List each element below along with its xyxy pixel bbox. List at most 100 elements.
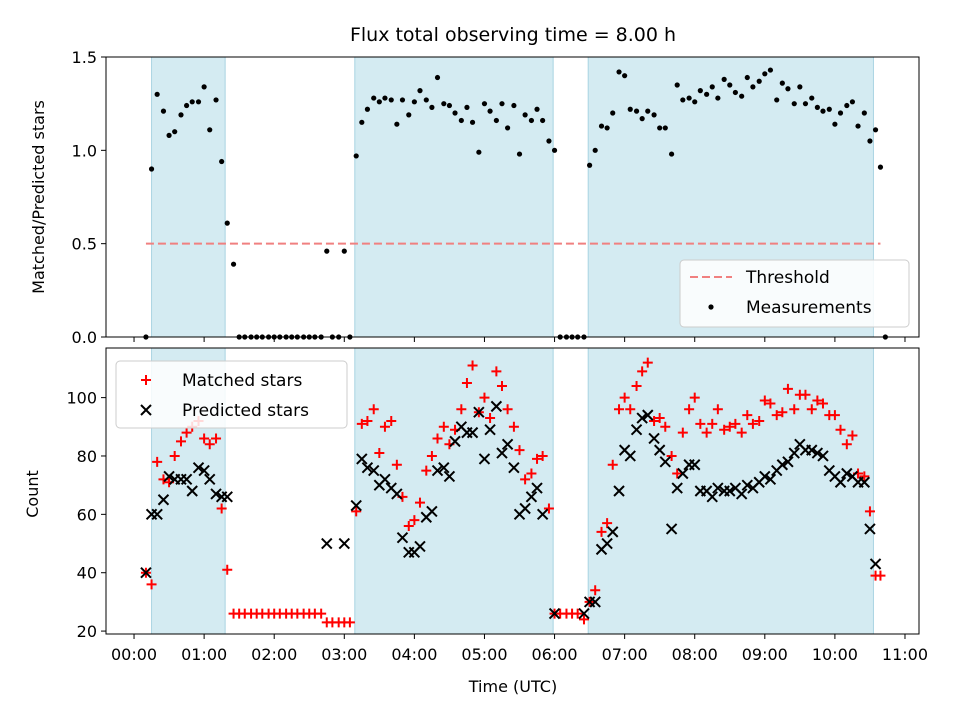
x-tick-label: 01:00 <box>181 645 227 664</box>
predicted-star-point <box>204 473 216 486</box>
matched-star-point <box>812 395 823 406</box>
predicted-star-point <box>578 607 590 620</box>
matched-star-point <box>765 398 776 409</box>
legend-threshold-label: Threshold <box>745 268 830 288</box>
legend-predicted-label: Predicted stars <box>182 401 309 421</box>
measurement-point <box>774 97 780 103</box>
predicted-star-point <box>653 444 666 456</box>
matched-star-point <box>771 410 782 421</box>
legend-measurement-swatch <box>708 304 714 310</box>
measurement-point <box>283 334 289 340</box>
measurement-point <box>826 106 832 112</box>
measurement-point <box>697 88 703 94</box>
matched-star-point <box>386 415 397 426</box>
predicted-star-point <box>864 523 876 535</box>
measurement-point <box>610 110 616 116</box>
x-tick-label: 03:00 <box>321 645 367 664</box>
matched-star-point <box>754 415 765 426</box>
measurement-point <box>376 99 382 105</box>
measurement-point <box>662 125 668 131</box>
predicted-star-point <box>414 540 426 553</box>
measurement-point <box>266 334 272 340</box>
measurement-point <box>581 334 587 340</box>
matched-star-point <box>782 383 793 394</box>
measurement-point <box>172 129 178 135</box>
measurement-point <box>802 101 809 107</box>
matched-star-point <box>684 404 695 415</box>
predicted-star-point <box>490 400 503 413</box>
matched-star-point <box>403 521 414 532</box>
measurement-point <box>336 334 342 340</box>
matched-star-point <box>631 380 642 391</box>
predicted-star-point <box>788 447 800 459</box>
predicted-star-point <box>449 435 461 448</box>
legend-matched-label: Matched stars <box>182 371 302 391</box>
legend-box <box>679 259 910 328</box>
matched-star-point <box>619 392 630 403</box>
measurement-point <box>429 104 435 110</box>
matched-star-point <box>649 415 660 426</box>
legend-box <box>115 360 348 429</box>
measurement-point <box>575 334 581 340</box>
predicted-star-point <box>671 482 683 494</box>
predicted-star-point <box>180 473 193 486</box>
predicted-star-point <box>782 456 794 468</box>
measurement-point <box>767 67 774 73</box>
measurement-point <box>230 261 237 267</box>
predicted-star-point <box>630 424 643 436</box>
matched-star-point <box>695 418 706 429</box>
matched-star-point <box>777 407 788 418</box>
predicted-star-point <box>396 531 409 544</box>
predicted-star-point <box>759 470 771 483</box>
matched-star-point <box>578 614 589 625</box>
y-tick-label: 1.5 <box>72 48 97 67</box>
measurement-point <box>832 121 838 127</box>
matched-star-point <box>707 418 718 429</box>
top-y-axis-title: Matched/Predicted stars <box>29 100 48 294</box>
y-tick-label: 0.0 <box>72 328 97 347</box>
measurement-point <box>476 149 482 155</box>
matched-star-point <box>864 506 875 517</box>
measurement-point <box>312 334 318 340</box>
measurement-point <box>423 97 429 103</box>
predicted-star-point <box>636 412 648 424</box>
x-tick-label: 04:00 <box>391 645 437 664</box>
measurement-point <box>487 108 493 114</box>
bottom-panel: 20 40 60 80 100 00:00 01:00 02:00 03:00 04:00 05:0… <box>66 347 928 664</box>
predicted-star-point <box>607 526 619 538</box>
measurement-point <box>347 334 353 340</box>
matched-star-point <box>677 427 688 438</box>
measurement-point <box>534 106 540 112</box>
y-tick-label: 100 <box>66 389 97 408</box>
measurement-point <box>855 123 861 129</box>
predicted-star-point <box>508 461 520 474</box>
measurement-point <box>739 93 745 99</box>
measurement-point <box>680 97 686 103</box>
matched-star-point <box>456 404 467 415</box>
matched-star-point <box>520 474 531 485</box>
matched-star-point <box>344 617 355 628</box>
matched-star-point <box>789 404 800 415</box>
measurement-point <box>882 334 888 340</box>
measurement-point <box>143 334 149 340</box>
matched-star-point <box>426 450 437 461</box>
measurement-point <box>756 78 762 84</box>
matched-star-point <box>514 445 525 456</box>
matched-star-point <box>362 415 373 426</box>
predicted-star-point <box>531 482 543 494</box>
measurement-point <box>469 119 476 125</box>
matched-star-point <box>730 418 741 429</box>
measurement-point <box>353 153 359 159</box>
observing-window-2 <box>354 347 554 635</box>
x-tick-label: 06:00 <box>531 645 577 664</box>
matched-star-point <box>379 421 390 432</box>
predicted-star-point <box>589 596 601 608</box>
plot-frame <box>105 347 920 635</box>
legend-matched-swatch <box>141 375 151 385</box>
predicted-star-point <box>869 558 882 570</box>
predicted-star-point <box>741 479 753 491</box>
y-tick-label: 60 <box>77 505 97 524</box>
measurement-point <box>727 82 733 88</box>
measurement-point <box>160 108 167 114</box>
measurement-point <box>657 125 663 131</box>
